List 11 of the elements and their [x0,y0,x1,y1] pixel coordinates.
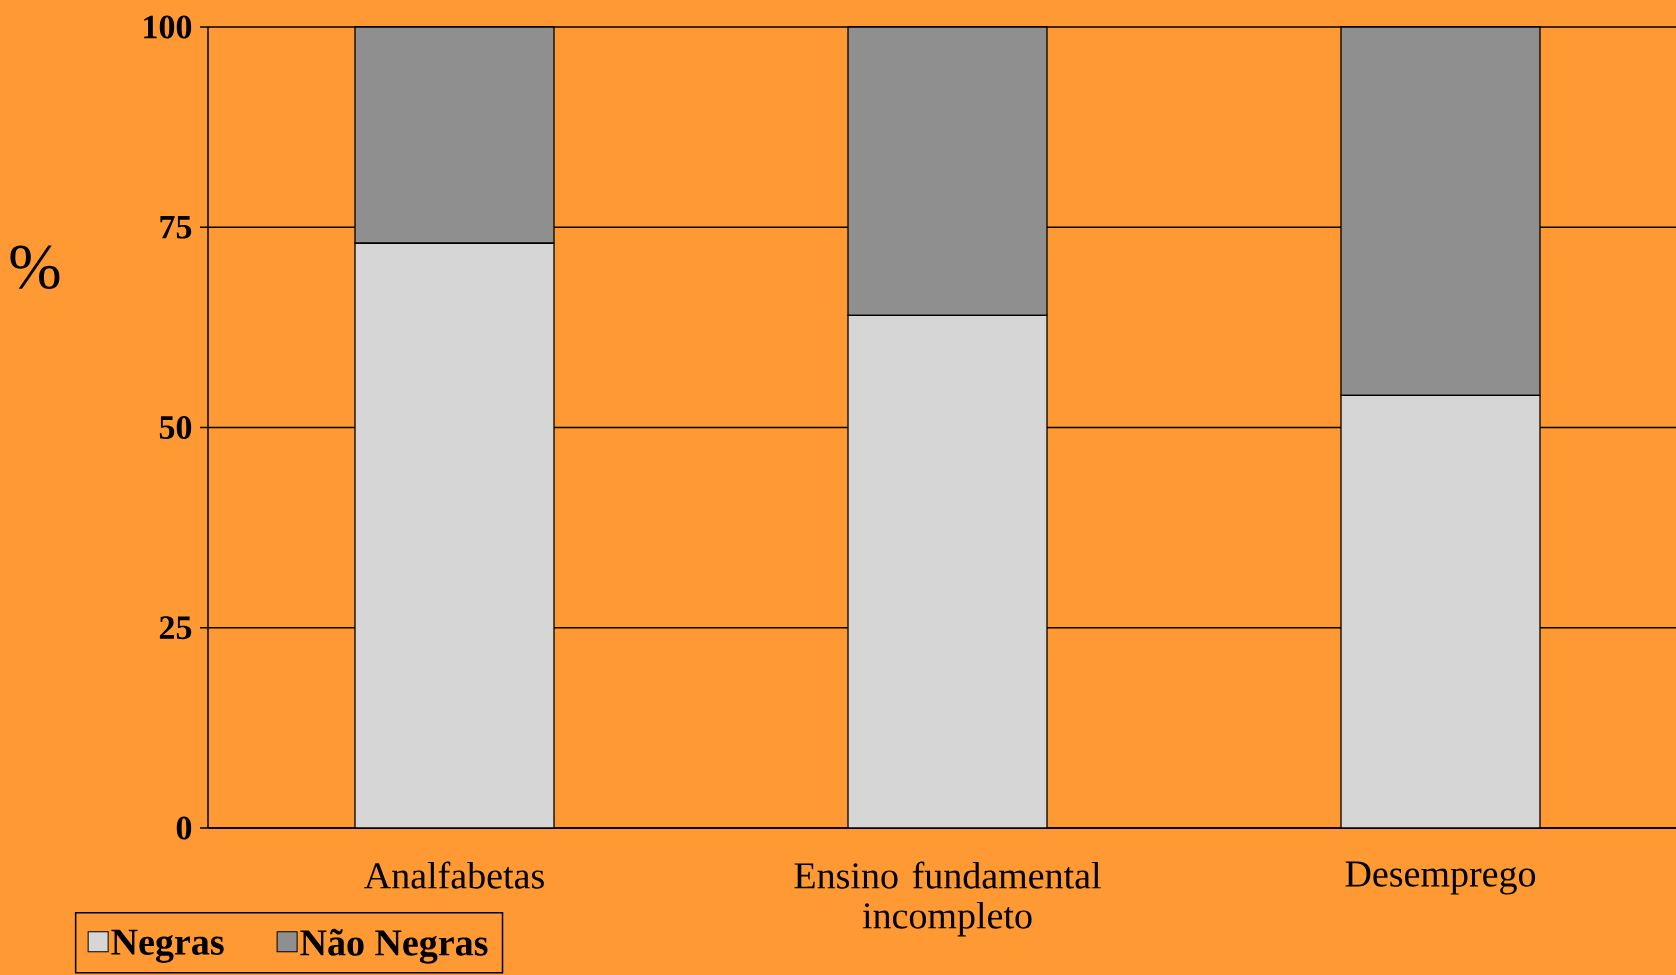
x-tick-label: Desemprego [1345,861,1536,895]
y-tick-label: 50 [159,416,192,439]
x-tick-label: Analfabetas [364,861,544,889]
y-tick-label: 0 [176,816,192,840]
legend-label: Não Negras [300,928,488,964]
y-tick-label: 25 [159,616,192,640]
y-tick-label: 75 [160,215,192,239]
y-axis-title: % [10,245,60,289]
y-tick-label: 100 [144,15,192,39]
legend-label: Negras [111,929,224,963]
x-tick-label: Ensino fundamental incompleto [794,861,1101,937]
